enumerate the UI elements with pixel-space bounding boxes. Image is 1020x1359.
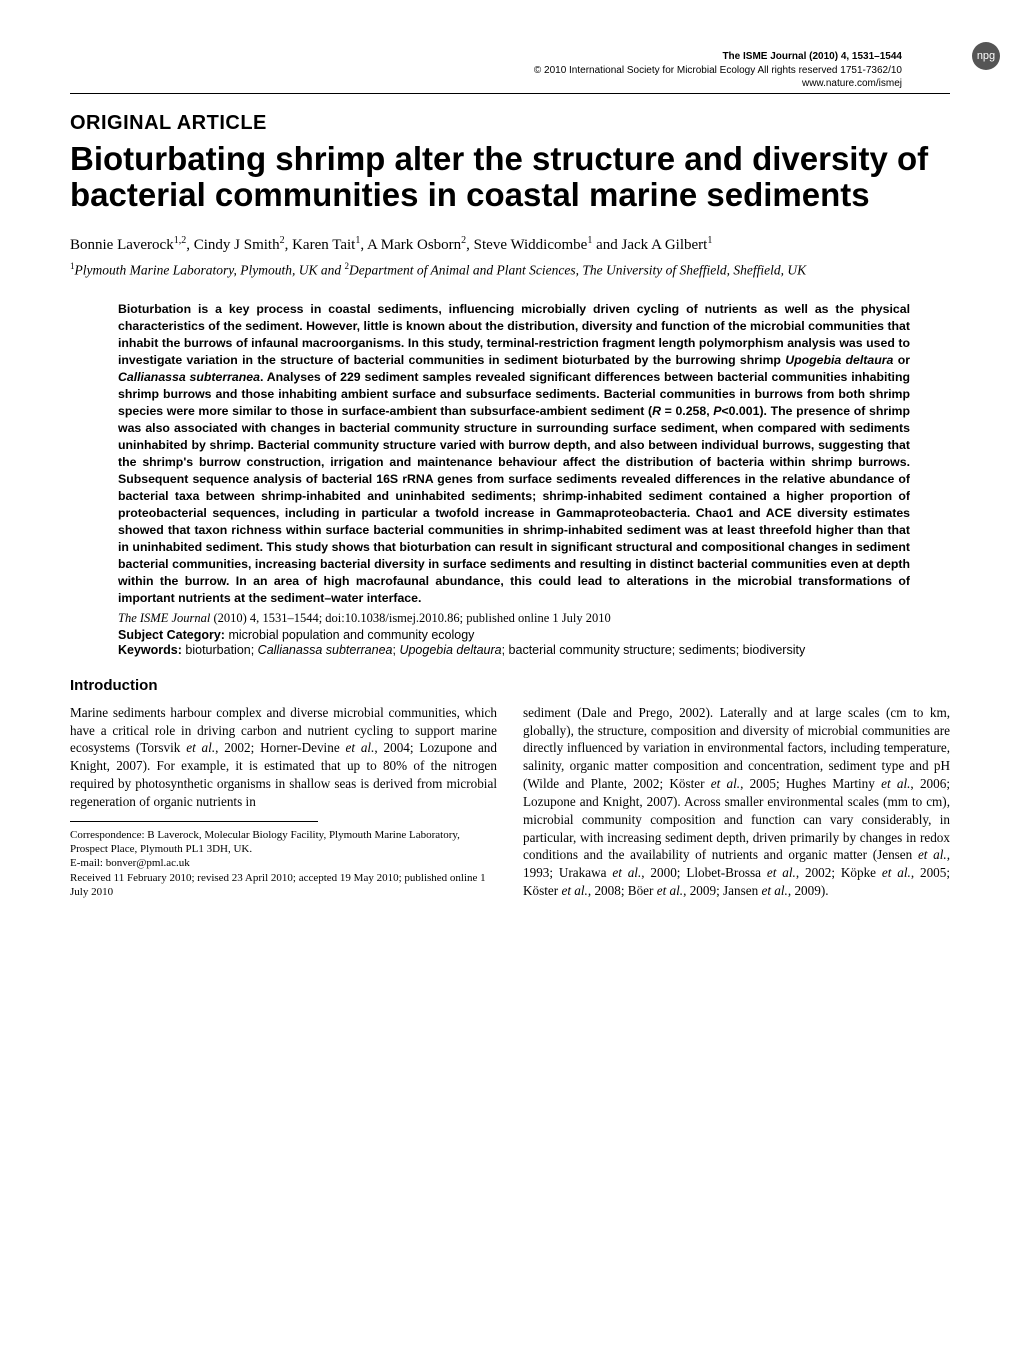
intro-paragraph-1: Marine sediments harbour complex and div… — [70, 704, 497, 811]
section-heading-introduction: Introduction — [70, 677, 950, 694]
correspondence-footnote: Correspondence: B Laverock, Molecular Bi… — [70, 828, 497, 899]
citation-journal: The ISME Journal — [118, 611, 210, 625]
citation-doi: doi:10.1038/ismej.2010.86; — [325, 611, 463, 625]
article-type: ORIGINAL ARTICLE — [70, 112, 950, 135]
header-meta: The ISME Journal (2010) 4, 1531–1544 © 2… — [70, 50, 902, 91]
keywords-label: Keywords: — [118, 643, 182, 657]
correspondence-text: Correspondence: B Laverock, Molecular Bi… — [70, 828, 497, 857]
keywords: Keywords: bioturbation; Callianassa subt… — [118, 643, 910, 657]
citation-pub: published online 1 July 2010 — [466, 611, 610, 625]
article-title: Bioturbating shrimp alter the structure … — [70, 141, 950, 215]
correspondence-email: E-mail: bonver@pml.ac.uk — [70, 856, 497, 870]
citation-year-vol: (2010) 4, — [213, 611, 259, 625]
body-columns: Marine sediments harbour complex and div… — [70, 704, 950, 900]
publisher-badge: npg — [972, 42, 1000, 70]
copyright-line: © 2010 International Society for Microbi… — [70, 64, 902, 78]
citation-pages: 1531–1544; — [262, 611, 322, 625]
keywords-value: bioturbation; Callianassa subterranea; U… — [185, 643, 805, 657]
header-divider — [70, 93, 950, 94]
citation-line: The ISME Journal (2010) 4, 1531–1544; do… — [118, 611, 910, 626]
journal-line: The ISME Journal (2010) 4, 1531–1544 — [70, 50, 902, 64]
article-dates: Received 11 February 2010; revised 23 Ap… — [70, 871, 497, 900]
subject-value: microbial population and community ecolo… — [228, 628, 474, 642]
intro-paragraph-2: sediment (Dale and Prego, 2002). Lateral… — [523, 704, 950, 900]
subject-label: Subject Category: — [118, 628, 225, 642]
affiliations: 1Plymouth Marine Laboratory, Plymouth, U… — [70, 260, 950, 280]
footnote-divider — [70, 821, 318, 822]
author-list: Bonnie Laverock1,2, Cindy J Smith2, Kare… — [70, 234, 950, 255]
journal-url: www.nature.com/ismej — [70, 77, 902, 91]
subject-category: Subject Category: microbial population a… — [118, 628, 910, 642]
abstract: Bioturbation is a key process in coastal… — [118, 301, 910, 606]
